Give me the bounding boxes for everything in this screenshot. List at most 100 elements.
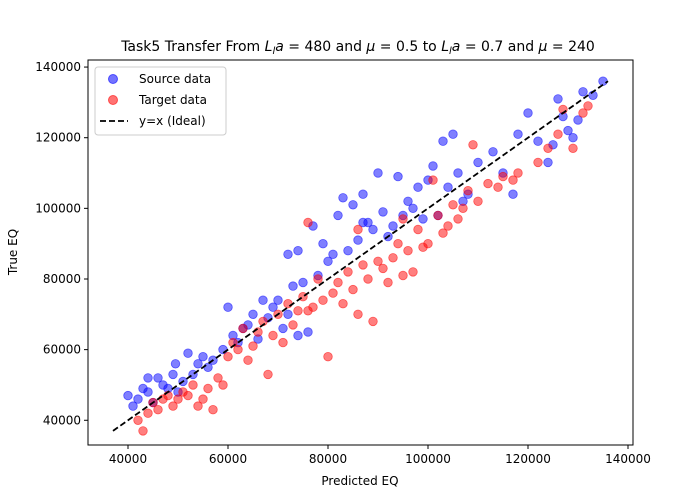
target-point [303,217,313,228]
source-point [223,302,233,312]
target-point [333,277,343,288]
target-point [263,369,273,380]
x-tick-label: 120000 [505,452,551,466]
target-point [433,210,443,221]
y-tick-label: 40000 [43,413,81,427]
target-point [318,295,328,305]
target-point [268,330,278,341]
target-point [233,344,243,355]
target-point [583,101,593,111]
target-point [238,323,248,334]
target-point [198,394,208,404]
target-point [533,157,543,168]
source-point [418,214,428,224]
source-point [268,302,278,312]
target-point [378,263,388,274]
target-point [358,260,368,270]
legend-label-ideal: y=x (Ideal) [139,114,206,128]
x-axis-title: Predicted EQ [321,474,398,488]
source-point [328,249,338,260]
x-tick-label: 100000 [405,452,451,466]
source-point [553,94,563,104]
target-point [423,238,433,249]
source-point [513,129,523,139]
x-axis-ticks: 40000 60000 80000 100000 120000 140000 [109,445,651,466]
target-point [428,175,438,185]
legend-marker-source [108,74,118,84]
source-point [348,200,358,210]
source-point [598,76,608,86]
source-point [198,352,208,362]
target-point [413,224,423,235]
source-point [543,157,553,168]
source-point [563,125,573,136]
x-tick-label: 40000 [109,452,147,466]
y-tick-label: 100000 [35,201,81,215]
source-point [453,168,463,178]
legend-box [94,66,227,136]
source-point [353,235,363,245]
source-point [333,210,343,221]
source-point [128,401,138,411]
target-point [368,316,378,327]
target-point [348,284,358,295]
source-point [338,193,348,203]
target-point [408,267,418,277]
target-point [253,327,263,337]
target-point [313,274,323,284]
target-point [443,221,453,231]
source-point [368,224,378,235]
target-point [483,178,493,189]
target-point [293,306,303,316]
source-point [343,245,353,256]
source-point [123,390,133,401]
source-point [273,295,283,305]
target-point [508,175,518,185]
legend-label-target: Target data [138,93,207,107]
source-point [523,108,533,118]
source-point [568,132,578,143]
target-point [133,415,143,426]
target-point [578,108,588,118]
source-point [438,136,448,146]
y-tick-label: 80000 [43,272,81,286]
points-layer [123,76,608,436]
source-point [388,221,398,231]
source-point [473,157,483,168]
source-point [573,115,583,125]
chart-title: Task5 Transfer From Lla = 480 and μ = 0.… [120,39,595,57]
source-point [378,207,388,217]
source-point [170,359,181,369]
target-point [278,337,288,348]
target-point [353,224,363,235]
source-point [318,238,328,249]
source-point [288,281,298,291]
target-point [438,228,448,238]
target-point [183,390,193,401]
source-point [193,359,203,369]
target-point [173,394,183,404]
target-point [218,380,228,390]
target-point [498,171,508,182]
target-point [398,270,408,281]
target-point [473,196,483,207]
legend-marker-target [108,95,118,105]
source-point [403,196,413,207]
source-point [508,189,518,199]
target-point [553,129,563,139]
target-point [468,140,478,150]
source-point [183,348,193,358]
target-point [458,203,468,214]
target-point [208,405,218,415]
source-point [293,245,303,256]
target-point [493,182,503,192]
target-point [343,267,353,277]
y-tick-label: 140000 [35,60,81,74]
target-point [203,383,213,394]
source-point [413,182,423,192]
target-point [143,408,153,418]
source-point [373,168,383,178]
source-point [533,136,543,146]
source-point [428,161,438,171]
